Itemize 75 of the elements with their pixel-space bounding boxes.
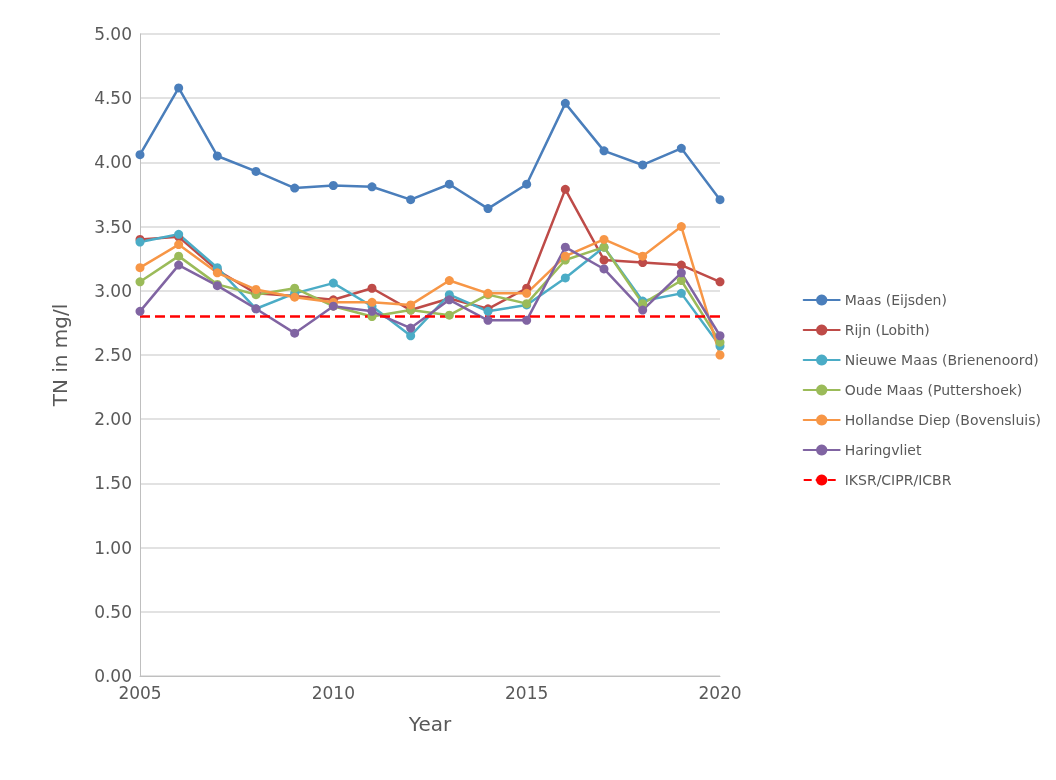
y-tick-label: 0.50 bbox=[94, 601, 132, 622]
point bbox=[367, 283, 377, 293]
point bbox=[406, 300, 416, 310]
point bbox=[676, 260, 686, 270]
point bbox=[676, 288, 686, 298]
point bbox=[406, 323, 416, 333]
x-tick-label: 2010 bbox=[311, 682, 355, 703]
point bbox=[367, 297, 377, 307]
y-tick-label: 4.50 bbox=[94, 88, 132, 109]
point bbox=[522, 179, 532, 189]
y-tick-label: 2.50 bbox=[94, 345, 132, 365]
point bbox=[676, 143, 686, 153]
point bbox=[328, 181, 338, 191]
x-axis-title: Year bbox=[407, 712, 452, 736]
point bbox=[251, 166, 261, 176]
point bbox=[135, 277, 145, 287]
point bbox=[599, 255, 609, 265]
point bbox=[638, 160, 648, 170]
legend-label: IKSR/CIPR/ICBR bbox=[844, 472, 952, 488]
point bbox=[676, 276, 686, 286]
point bbox=[290, 283, 300, 293]
legend-label: Oude Maas (Puttershoek) bbox=[844, 382, 1023, 398]
point bbox=[676, 268, 686, 278]
point bbox=[483, 315, 493, 325]
legend-label: Haringvliet bbox=[844, 442, 922, 458]
point bbox=[638, 305, 648, 315]
point bbox=[290, 328, 300, 338]
point bbox=[560, 273, 570, 283]
legend-label: Maas (Eijsden) bbox=[844, 292, 947, 308]
point bbox=[560, 251, 570, 261]
point bbox=[328, 278, 338, 288]
point bbox=[212, 151, 222, 161]
x-tick-label: 2015 bbox=[505, 682, 549, 703]
point bbox=[174, 251, 184, 261]
y-tick-label: 4.00 bbox=[94, 152, 132, 173]
y-tick-label: 3.50 bbox=[94, 216, 132, 237]
legend-label: Rijn (Lobith) bbox=[844, 322, 930, 338]
y-tick-label: 2.00 bbox=[94, 409, 132, 430]
point bbox=[367, 182, 377, 192]
point bbox=[406, 331, 416, 341]
point bbox=[522, 288, 532, 298]
legend-label: Hollandse Diep (Bovensluis) bbox=[844, 412, 1041, 428]
point bbox=[599, 234, 609, 244]
point bbox=[367, 306, 377, 316]
point bbox=[715, 195, 725, 205]
point bbox=[676, 222, 686, 232]
point bbox=[135, 306, 145, 316]
point bbox=[444, 276, 454, 286]
point bbox=[599, 146, 609, 156]
point bbox=[174, 240, 184, 250]
x-tick-label: 2020 bbox=[698, 682, 742, 703]
y-axis-title: TN in mg/l bbox=[48, 303, 72, 408]
legend-label: Nieuwe Maas (Brienenoord) bbox=[844, 352, 1039, 368]
y-tick-label: 5.00 bbox=[94, 24, 132, 44]
point bbox=[406, 195, 416, 205]
point bbox=[444, 310, 454, 320]
y-tick-label: 1.00 bbox=[94, 537, 132, 558]
y-tick-label: 3.00 bbox=[94, 280, 132, 301]
point bbox=[135, 150, 145, 160]
point bbox=[522, 315, 532, 325]
point bbox=[560, 242, 570, 252]
point bbox=[560, 184, 570, 194]
point bbox=[174, 83, 184, 93]
point bbox=[715, 277, 725, 287]
point bbox=[290, 183, 300, 193]
point bbox=[174, 260, 184, 270]
point bbox=[715, 331, 725, 341]
point bbox=[444, 179, 454, 189]
y-tick-label: 1.50 bbox=[94, 473, 132, 494]
point bbox=[483, 204, 493, 214]
point bbox=[638, 251, 648, 261]
point bbox=[560, 98, 570, 108]
point bbox=[135, 263, 145, 273]
point bbox=[599, 264, 609, 274]
point bbox=[715, 350, 725, 360]
